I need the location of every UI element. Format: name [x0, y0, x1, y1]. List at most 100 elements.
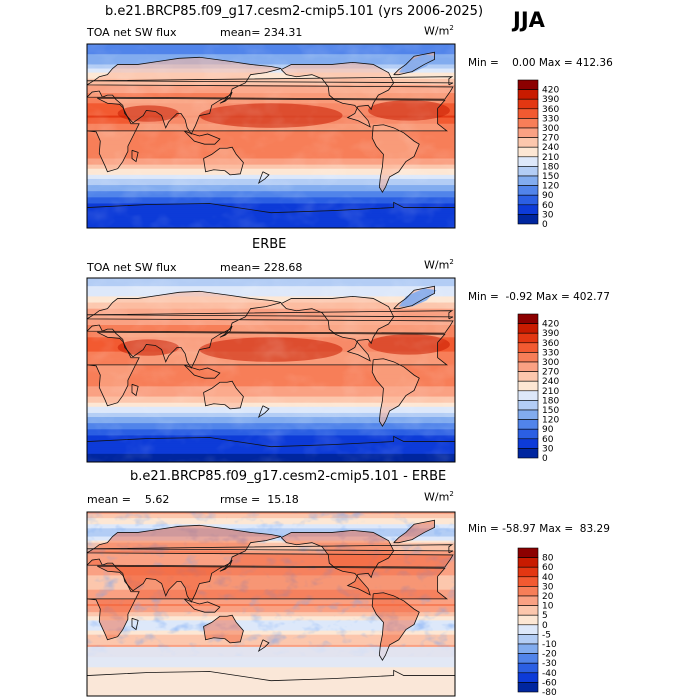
- colorbar-box: [517, 428, 539, 440]
- panel1-unit: W/m2: [424, 24, 454, 38]
- land-difference: [372, 592, 420, 661]
- land-difference: [393, 520, 435, 543]
- colorbar-tick-label: 80: [542, 554, 554, 564]
- panel3-unit: W/m2: [424, 490, 454, 504]
- colorbar-box: [517, 127, 539, 138]
- coastline: [183, 364, 221, 379]
- colorbar-box: [517, 137, 539, 148]
- coastline: [393, 285, 435, 310]
- colorbar-tick-label: 360: [542, 339, 559, 349]
- colorbar-tick-label: 150: [542, 172, 559, 182]
- colorbar-tick-label: 60: [542, 563, 554, 573]
- colorbar-tick-label: -5: [542, 630, 551, 640]
- colorbar-tick-label: 240: [542, 143, 559, 153]
- coastline: [87, 290, 454, 369]
- panel3-mean: mean = 5.62: [87, 493, 170, 506]
- colorbar-tick-label: 40: [542, 573, 554, 583]
- colorbar-box: [517, 214, 539, 225]
- colorbar-box: [517, 400, 539, 411]
- panel1-title: b.e21.BRCP85.f09_g17.cesm2-cmip5.101 (yr…: [105, 4, 484, 19]
- coastline: [257, 639, 270, 653]
- panel1-mean: mean= 234.31: [220, 26, 303, 39]
- southern-band: [87, 646, 455, 668]
- colorbar-tick-label: -10: [542, 640, 557, 650]
- colorbar-box: [517, 323, 539, 334]
- panel2-minmax: Min = -0.92 Max = 402.77: [468, 291, 610, 303]
- coastline: [183, 130, 221, 145]
- colorbar-tick-label: 120: [542, 416, 559, 426]
- colorbar-tick-label: 330: [542, 114, 559, 124]
- colorbar-box: [517, 586, 539, 597]
- coastline: [87, 331, 448, 407]
- colorbar-box: [517, 98, 539, 110]
- difference-texture-blue: [87, 512, 455, 656]
- colorbar-box: [517, 175, 539, 186]
- colorbar-box: [517, 595, 539, 606]
- colorbar-tick-label: 390: [542, 95, 559, 105]
- colorbar-box: [517, 79, 539, 90]
- map-frame-3: [86, 511, 456, 697]
- colorbar-tick-label: 30: [542, 582, 554, 592]
- panel2-title: ERBE: [252, 237, 287, 252]
- coastline: [87, 544, 454, 554]
- colorbar-tick-label: 270: [542, 134, 559, 144]
- colorbar-box: [517, 438, 539, 449]
- colorbar-tick-label: -60: [542, 678, 557, 688]
- map-frame-1: [86, 43, 456, 229]
- colorbar-box: [517, 371, 539, 382]
- colorbar-box: [517, 643, 539, 654]
- colorbar-box: [517, 352, 539, 363]
- colorbar-box: [517, 409, 539, 420]
- colorbar-box: [517, 146, 539, 158]
- colorbar-tick-label: 360: [542, 105, 559, 115]
- colorbar-box: [517, 361, 539, 372]
- colorbar-box: [517, 448, 539, 459]
- coastline: [203, 614, 244, 644]
- colorbar-tick-label: 180: [542, 396, 559, 406]
- colorbar-tick-label: 390: [542, 329, 559, 339]
- colorbar-tick-label: 300: [542, 124, 559, 134]
- coastline: [280, 529, 395, 596]
- map-panel-3: [87, 512, 455, 696]
- colorbar-box: [517, 108, 539, 119]
- land-difference: [87, 525, 453, 602]
- coastline: [280, 61, 395, 128]
- colorbar-tick-label: 0: [542, 454, 548, 464]
- panel1-minmax: Min = 0.00 Max = 412.36: [468, 57, 613, 69]
- colorbar-box: [517, 89, 539, 100]
- polar-band: [87, 667, 455, 696]
- coastline: [87, 76, 454, 86]
- colorbar-tick-label: 30: [542, 444, 554, 454]
- coastline: [257, 405, 270, 419]
- colorbar-box: [517, 185, 539, 196]
- colorbar-tick-label: 150: [542, 406, 559, 416]
- coastline: [87, 524, 454, 603]
- colorbar-box: [517, 156, 539, 167]
- colorbar-tick-label: 210: [542, 387, 559, 397]
- colorbar-tick-label: 420: [542, 86, 559, 96]
- colorbar-tick-label: 60: [542, 435, 554, 445]
- panel2-unit: W/m2: [424, 258, 454, 272]
- colorbar-tick-label: 180: [542, 162, 559, 172]
- panel2-variable: TOA net SW flux: [87, 261, 177, 274]
- land-difference: [203, 615, 244, 643]
- coastline: [219, 325, 233, 338]
- coastline: [87, 56, 454, 135]
- colorbar-tick-label: 270: [542, 368, 559, 378]
- colorbar-tick-label: 20: [542, 592, 554, 602]
- season-label: JJA: [513, 8, 545, 32]
- colorbar-box: [517, 194, 539, 206]
- coastline: [87, 669, 455, 682]
- colorbar-tick-label: 5: [542, 611, 548, 621]
- coastline: [87, 97, 448, 173]
- colorbar-box: [517, 313, 539, 324]
- colorbar-tick-label: 30: [542, 210, 554, 220]
- colorbar-box: [517, 566, 539, 578]
- colorbar-tick-label: 300: [542, 358, 559, 368]
- colorbar-tick-label: -20: [542, 650, 557, 660]
- colorbar-box: [517, 634, 539, 645]
- colorbar-box: [517, 342, 539, 353]
- colorbar-box: [517, 557, 539, 568]
- panel2-mean: mean= 228.68: [220, 261, 303, 274]
